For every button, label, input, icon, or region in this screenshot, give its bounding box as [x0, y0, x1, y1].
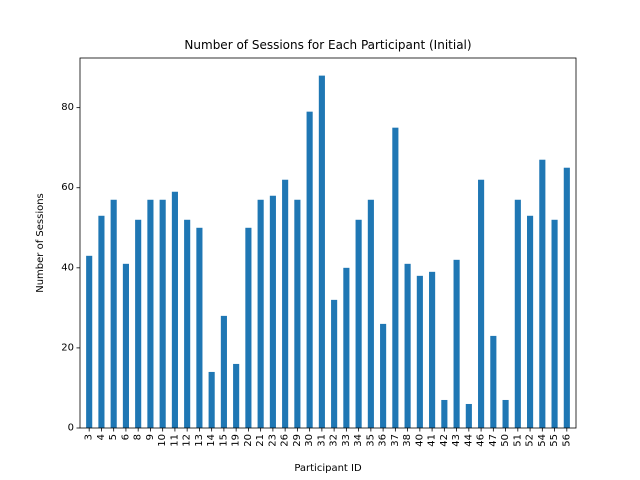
- x-tick-label-4: 4: [96, 434, 107, 440]
- x-tick-label-8: 8: [133, 434, 144, 440]
- bar-32: [331, 299, 338, 428]
- x-tick-label-50: 50: [500, 434, 511, 447]
- bar-19: [233, 363, 240, 428]
- x-tick-label-33: 33: [341, 434, 352, 447]
- bar-44: [465, 403, 472, 428]
- x-tick-label-51: 51: [512, 434, 523, 447]
- y-axis-label: Number of Sessions: [35, 193, 46, 293]
- x-tick-label-47: 47: [488, 434, 499, 447]
- bar-5: [110, 199, 117, 428]
- x-tick-label-19: 19: [231, 434, 242, 447]
- x-axis: 3 4 5 6 8 9 10 11 12 13 14 15 19 20 21 23 26 29 30 31 32 33 34…: [84, 428, 572, 447]
- bar-56: [563, 167, 570, 428]
- bar-52: [527, 215, 534, 428]
- x-tick-label-55: 55: [549, 434, 560, 447]
- x-tick-label-44: 44: [463, 434, 474, 447]
- bar-38: [404, 263, 411, 428]
- x-tick-label-31: 31: [316, 434, 327, 447]
- bar-42: [441, 399, 448, 428]
- bar-51: [514, 199, 521, 428]
- x-tick-label-11: 11: [169, 434, 180, 447]
- x-tick-label-41: 41: [427, 434, 438, 447]
- x-tick-label-26: 26: [280, 434, 291, 447]
- bar-41: [429, 271, 436, 428]
- x-tick-label-10: 10: [157, 434, 168, 447]
- x-tick-label-38: 38: [402, 434, 413, 447]
- x-tick-label-54: 54: [537, 434, 548, 447]
- y-tick-label-60: 60: [61, 182, 74, 193]
- bar-8: [135, 219, 142, 428]
- bar-15: [220, 315, 227, 428]
- x-tick-label-37: 37: [390, 434, 401, 447]
- y-tick-label-40: 40: [61, 262, 74, 273]
- bar-47: [490, 335, 497, 428]
- bar-40: [416, 275, 423, 428]
- x-tick-label-40: 40: [414, 434, 425, 447]
- bar-14: [208, 371, 215, 428]
- bar-29: [294, 199, 301, 428]
- x-tick-label-21: 21: [255, 434, 266, 447]
- bar-34: [355, 219, 362, 428]
- bar-9: [147, 199, 154, 428]
- bar-30: [306, 111, 313, 428]
- x-tick-label-3: 3: [84, 434, 95, 440]
- y-axis: 0 20 40 60 80: [61, 102, 80, 434]
- y-tick-label-0: 0: [68, 423, 74, 434]
- y-tick-label-80: 80: [61, 102, 74, 113]
- bar-46: [478, 179, 485, 428]
- plot-frame: [79, 57, 577, 429]
- x-tick-label-43: 43: [451, 434, 462, 447]
- bar-26: [282, 179, 289, 428]
- y-tick-label-20: 20: [61, 342, 74, 353]
- x-tick-label-32: 32: [329, 434, 340, 447]
- x-tick-label-42: 42: [439, 434, 450, 447]
- bar-55: [551, 219, 558, 428]
- bar-4: [98, 215, 105, 428]
- x-tick-label-5: 5: [108, 434, 119, 440]
- x-tick-label-36: 36: [378, 434, 389, 447]
- bar-50: [502, 399, 509, 428]
- bar-36: [380, 323, 387, 428]
- x-tick-label-52: 52: [525, 434, 536, 447]
- x-tick-label-9: 9: [145, 434, 156, 440]
- x-tick-label-14: 14: [206, 434, 217, 447]
- bar-37: [392, 127, 399, 428]
- bar-6: [122, 263, 129, 428]
- bar-31: [318, 75, 325, 428]
- x-tick-label-56: 56: [561, 434, 572, 447]
- bars-group: [86, 75, 570, 428]
- bar-3: [86, 255, 93, 428]
- x-tick-label-35: 35: [365, 434, 376, 447]
- bar-23: [269, 195, 276, 428]
- chart-title: Number of Sessions for Each Participant …: [184, 38, 471, 52]
- bar-54: [539, 159, 546, 428]
- x-tick-label-12: 12: [182, 434, 193, 447]
- x-tick-label-23: 23: [267, 434, 278, 447]
- x-tick-label-15: 15: [218, 434, 229, 447]
- bar-12: [184, 219, 191, 428]
- bar-21: [257, 199, 264, 428]
- x-tick-label-20: 20: [243, 434, 254, 447]
- bar-43: [453, 259, 460, 428]
- bar-11: [171, 191, 178, 428]
- x-tick-label-34: 34: [353, 434, 364, 447]
- x-tick-label-46: 46: [476, 434, 487, 447]
- bar-20: [245, 227, 252, 428]
- x-tick-label-6: 6: [120, 434, 131, 440]
- bar-10: [159, 199, 166, 428]
- x-tick-label-30: 30: [304, 434, 315, 447]
- x-tick-label-29: 29: [292, 434, 303, 447]
- x-tick-label-13: 13: [194, 434, 205, 447]
- bar-35: [367, 199, 374, 428]
- x-axis-label: Participant ID: [294, 463, 362, 474]
- bar-33: [343, 267, 350, 428]
- bar-13: [196, 227, 203, 428]
